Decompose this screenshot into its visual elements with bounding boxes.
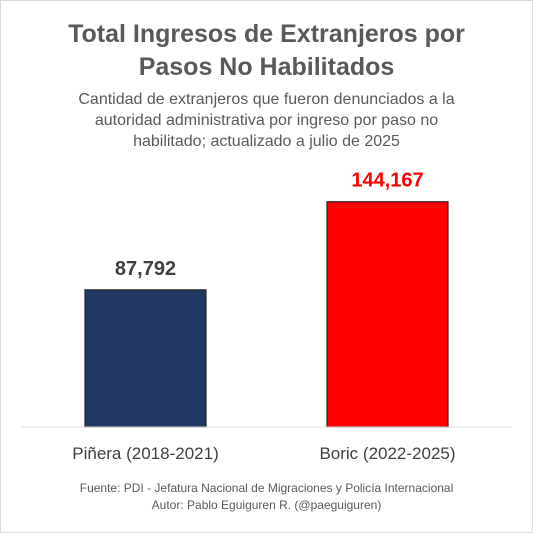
bar-0 [84, 289, 207, 428]
data-label-1: 144,167 [351, 170, 423, 192]
data-label-0: 87,792 [115, 258, 176, 280]
chart-subtitle-line-1: Cantidad de extranjeros que fueron denun… [78, 91, 455, 108]
source-note: Fuente: PDI - Jefatura Nacional de Migra… [79, 481, 454, 495]
chart-subtitle-line-2: autoridad administrativa por ingreso por… [94, 112, 439, 129]
chart-subtitle: Cantidad de extranjeros que fueron denun… [40, 89, 493, 152]
bar-1 [326, 201, 449, 428]
category-label-1: Boric (2022-2025) [319, 444, 455, 463]
category-label-0: Piñera (2018-2021) [72, 444, 218, 463]
chart-subtitle-line-3: habilitado; actualizado a julio de 2025 [133, 133, 400, 150]
chart-title-line-2: Pasos No Habilitados [138, 53, 395, 81]
author-note: Autor: Pablo Eguiguren R. (@paeguiguren) [151, 498, 382, 512]
chart-title-line-1: Total Ingresos de Extranjeros por [68, 20, 465, 48]
chart-footer: Fuente: PDI - Jefatura Nacional de Migra… [0, 480, 533, 514]
chart-title: Total Ingresos de Extranjeros por Pasos … [0, 18, 533, 84]
